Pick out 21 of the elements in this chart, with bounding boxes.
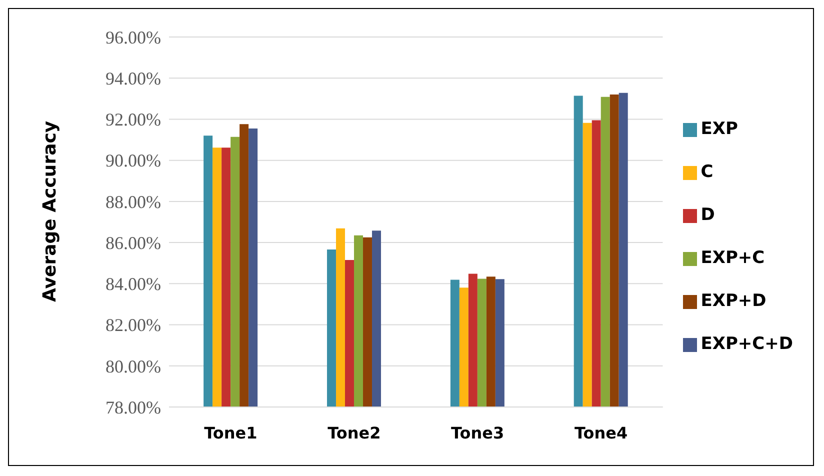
y-tick-label: 78.00%: [106, 397, 161, 418]
y-tick-label: 94.00%: [106, 68, 161, 88]
y-tick-label: 92.00%: [106, 110, 161, 130]
y-tick-label: 88.00%: [106, 192, 161, 212]
x-tick-label: Tone1: [204, 423, 258, 442]
y-tick-label: 80.00%: [106, 356, 161, 376]
y-tick-label: 86.00%: [106, 232, 161, 253]
y-axis-title: Average Accuracy: [39, 120, 60, 302]
x-tick-label: Tone4: [574, 423, 628, 442]
x-tick-label: Tone2: [328, 423, 381, 442]
legend-label: EXP: [700, 119, 738, 139]
legend-label: EXP+C+D: [700, 334, 793, 354]
legend-label: D: [700, 205, 715, 225]
y-tick-label: 90.00%: [106, 150, 161, 171]
y-tick-label: 84.00%: [106, 274, 161, 294]
legend-label: EXP+C: [700, 248, 765, 268]
y-tick-label: 82.00%: [106, 315, 161, 336]
y-tick-label: 96.00%: [106, 27, 161, 48]
x-tick-label: Tone3: [451, 423, 504, 442]
legend-label: C: [700, 162, 714, 182]
legend-label: EXP+D: [700, 291, 766, 311]
